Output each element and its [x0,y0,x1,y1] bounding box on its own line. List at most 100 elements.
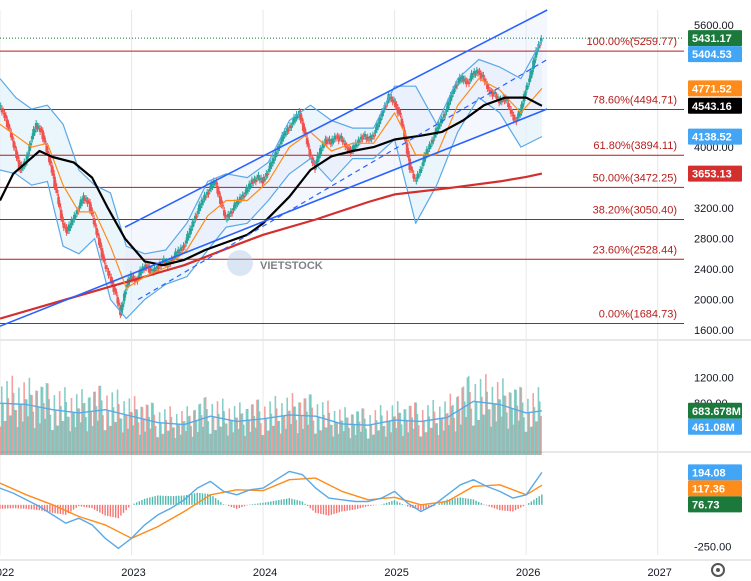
watermark-logo [227,250,253,276]
volume-bar [239,402,241,455]
candle-body [101,253,105,260]
macd-histogram-bar [385,502,388,505]
volume-bar [261,435,264,455]
volume-bar [339,409,341,455]
volume-bar [158,412,161,455]
macd-histogram-bar [57,504,59,514]
macd-histogram-bar [493,504,496,509]
candle-body [180,249,184,251]
volume-bar [357,411,360,455]
volume-bar [186,406,189,455]
bollinger-lower-line [0,96,543,320]
volume-bar [149,428,152,455]
candle-body [459,80,463,82]
volume-bar [190,426,192,455]
price-tag-label-1: 5404.53 [692,49,732,61]
volume-bar [452,404,454,455]
candle-body [11,136,14,139]
candle-body [417,175,421,177]
price-tag-label-2: 4771.52 [692,83,732,95]
candle-body [437,123,440,130]
volume-bar [141,407,144,455]
volume-bar [33,428,36,455]
candle-body [228,215,231,217]
candle-body [307,143,310,147]
volume-bar [166,430,169,455]
volume-bar [15,409,18,455]
candle-body [465,80,468,85]
candle-body [266,174,269,176]
macd-histogram-bar [391,501,393,505]
volume-bar [431,427,433,455]
candle-body [250,179,254,184]
macd-histogram-bar [520,504,522,508]
candle-body [279,141,283,145]
macd-histogram-bar [70,504,72,512]
volume-y-tick-0: 1200.00 [694,372,734,384]
volume-tag-label-0: 683.678M [692,406,741,418]
volume-bar [110,426,112,455]
candle-body [38,128,42,132]
volume-bar [453,417,456,455]
candle-body [175,254,179,256]
candle-body [539,38,543,42]
macd-histogram-bar [172,495,175,505]
volume-bar [219,426,221,455]
candle-body [63,225,67,227]
volume-bar [160,423,162,455]
candle-body [351,145,355,151]
candle-body [211,186,214,188]
volume-bar [241,413,244,455]
macd-histogram-bar [470,499,472,505]
candle-body [525,85,529,90]
volume-bar [73,412,75,455]
volume-bar [243,424,245,455]
volume-bar [135,409,137,455]
volume-bar [319,430,321,455]
volume-bar [337,433,340,455]
macd-histogram-bar [191,493,193,505]
candle-body [124,291,127,295]
candle-body [187,235,191,238]
candle-body [32,129,35,137]
macd-histogram-bar [443,500,446,505]
volume-bar [53,395,56,455]
candle-body [478,70,481,72]
macd-histogram-bar [217,500,219,505]
volume-bar [387,421,390,455]
macd-histogram-bar [420,504,422,511]
candle-body [178,252,181,254]
settings-gear-icon[interactable] [711,563,725,577]
macd-histogram-bar [43,504,46,512]
candle-body [263,178,267,180]
volume-bar [196,431,199,455]
candle-body [88,202,92,211]
candle-body [491,91,494,97]
volume-bar [143,419,145,455]
volume-bar [28,377,31,455]
volume-bar [68,416,70,455]
volume-bar [531,426,533,455]
macd-tag-label-1: 117.36 [692,483,725,495]
volume-bar [412,428,415,455]
macd-histogram-bar [209,494,212,505]
candle-body [471,75,475,77]
macd-histogram-bar [243,504,246,507]
volume-bar [328,412,331,455]
volume-bar [266,430,269,455]
candle-body [21,167,25,169]
volume-bar [282,415,285,455]
candle-body [233,202,237,209]
candle-body [329,142,333,145]
candle-body [259,177,263,180]
macd-histogram-bar [343,504,346,512]
candle-body [512,114,515,121]
fib-level-label-3: 50.00%(3472.25) [593,172,677,184]
candle-body [284,133,288,135]
volume-bar [96,420,99,455]
volume-bar [211,403,214,455]
macd-histogram-bar [478,501,480,505]
volume-bar [300,415,303,455]
candle-body [368,135,372,139]
